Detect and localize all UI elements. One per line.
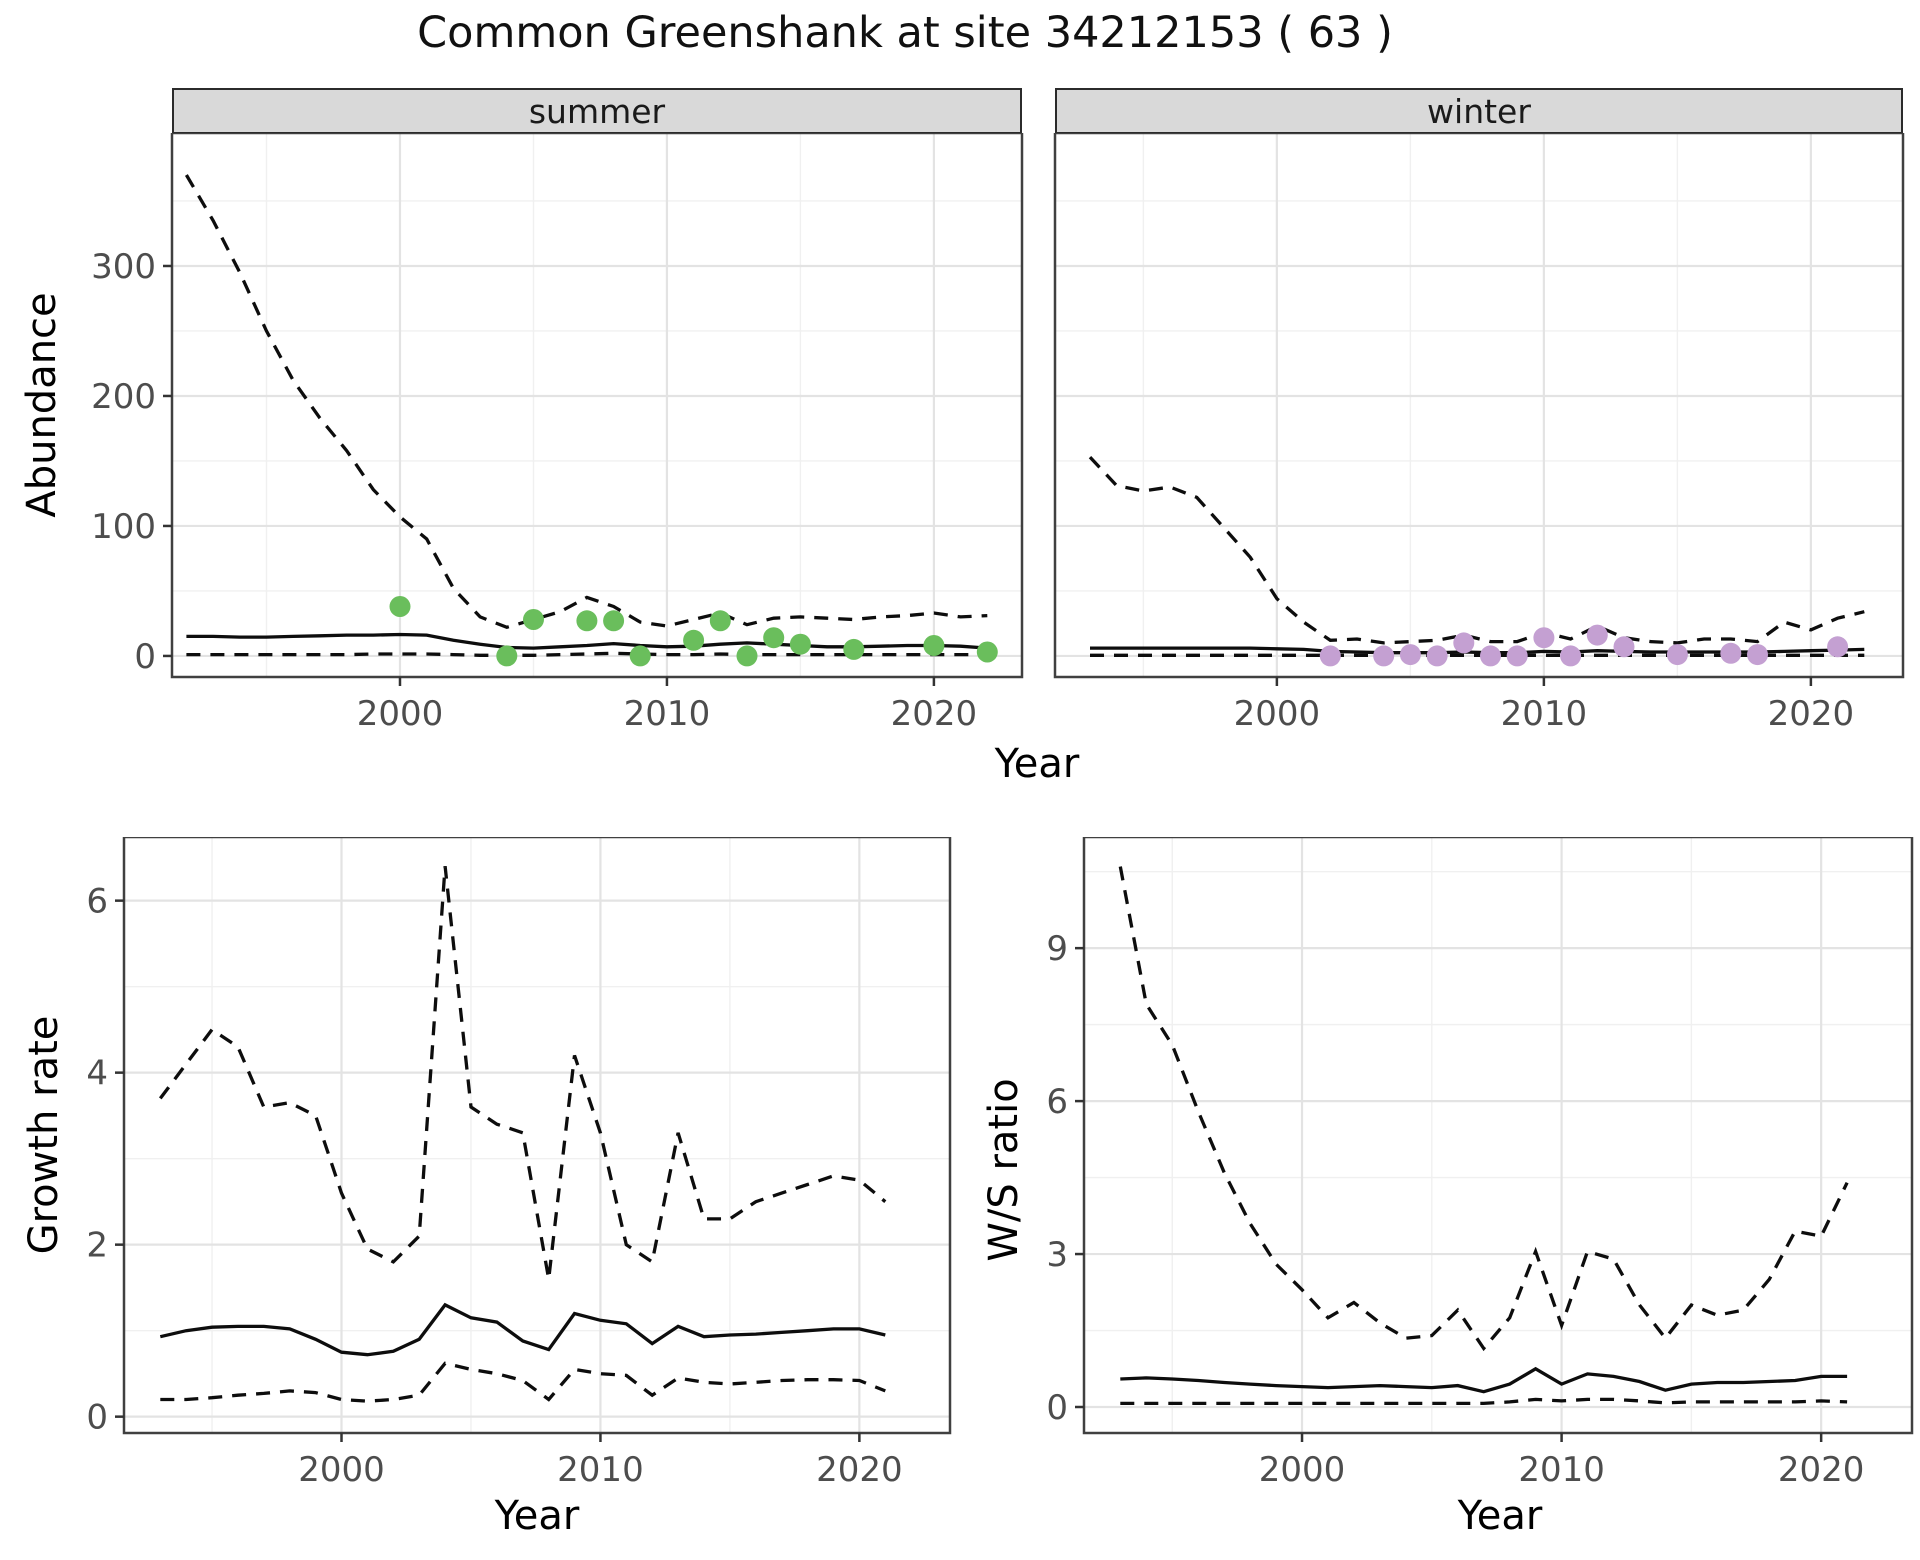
abundance-winter-observation-point: [1426, 645, 1448, 667]
abundance-summer-observation-point: [789, 633, 811, 655]
facet-strip-label-summer: summer: [528, 91, 666, 131]
abundance-winter-observation-point: [1666, 644, 1688, 666]
y-tick-label: 2: [86, 1226, 108, 1266]
abundance-winter-observation-point: [1613, 636, 1635, 658]
abundance-summer-observation-point: [736, 645, 758, 667]
abundance-winter-observation-point: [1827, 636, 1849, 658]
abundance-summer-observation-point: [389, 596, 411, 617]
x-tick-label: 2020: [1768, 694, 1855, 734]
y-tick-label: 4: [86, 1054, 108, 1094]
growth-rate-lower-ci-line: [160, 1361, 886, 1403]
abundance-summer-observation-point: [683, 629, 705, 651]
abundance-winter-observation-point: [1506, 645, 1528, 667]
x-axis-title-year-top: Year: [994, 741, 1080, 787]
ws-ratio-panel: 2000 2010 2020 0 3 6 9: [980, 835, 1920, 1497]
abundance-winter-panel: 2000 2010 2020: [1040, 131, 1920, 743]
y-tick-label: 0: [86, 1398, 108, 1438]
figure-title: Common Greenshank at site 34212153 ( 63 …: [417, 8, 1393, 58]
y-tick-label: 9: [1046, 929, 1068, 969]
growth-rate-upper-ci-line: [158, 866, 887, 1280]
x-tick-label: 2020: [816, 1450, 903, 1490]
y-tick-label: 6: [1046, 1082, 1068, 1122]
abundance-winter-svg: 2000 2010 2020: [1053, 131, 1905, 734]
abundance-summer-observation-point: [709, 610, 731, 632]
y-axis-title-abundance: Abundance: [19, 292, 65, 518]
ws-ratio-svg: 2000 2010 2020 0 3 6 9: [1046, 835, 1914, 1490]
abundance-winter-observation-point: [1720, 642, 1742, 664]
x-tick-label: 2020: [891, 694, 978, 734]
growth-rate-fit-line: [159, 1302, 886, 1357]
abundance-summer-lower-ci-line: [186, 651, 988, 657]
abundance-summer-observation-point: [763, 627, 785, 649]
abundance-winter-observation-point: [1399, 644, 1421, 666]
abundance-winter-observation-point: [1480, 645, 1501, 667]
abundance-winter-observation-point: [1319, 645, 1341, 667]
growth-rate-svg: 2000 2010 2020 0 2 4 6: [86, 835, 952, 1490]
facet-strip-label-winter: winter: [1427, 91, 1531, 131]
facet-strip-summer: summer: [172, 88, 1022, 134]
abundance-winter-upper-ci-line: [1088, 455, 1865, 645]
y-tick-label: 0: [1046, 1388, 1068, 1428]
y-tick-label: 300: [91, 247, 156, 287]
x-tick-label: 2010: [557, 1450, 644, 1490]
ws-ratio-upper-ci-line: [1118, 866, 1849, 1352]
x-tick-label: 2000: [298, 1450, 385, 1490]
abundance-winter-observation-point: [1373, 645, 1395, 667]
growth-rate-panel: 2000 2010 2020 0 2 4 6: [60, 835, 980, 1497]
abundance-summer-observation-point: [603, 610, 625, 632]
y-tick-label: 0: [134, 637, 156, 677]
abundance-summer-panel: 2000 2010 2020 0 100 200 300: [90, 131, 1035, 743]
abundance-winter-observation-point: [1747, 644, 1768, 666]
x-axis-title-year-bottom-right: Year: [1457, 1493, 1543, 1539]
abundance-summer-observation-point: [576, 610, 598, 632]
abundance-winter-observation-point: [1560, 645, 1582, 667]
x-tick-label: 2020: [1778, 1450, 1865, 1490]
ws-ratio-fit-line: [1120, 1366, 1848, 1394]
abundance-winter-observation-point: [1453, 632, 1475, 654]
x-tick-label: 2010: [1518, 1450, 1605, 1490]
x-tick-label: 2010: [624, 694, 711, 734]
y-tick-label: 6: [86, 882, 108, 922]
abundance-summer-observation-point: [523, 609, 544, 630]
abundance-summer-observation-point: [843, 638, 865, 660]
abundance-winter-observation-point: [1586, 624, 1608, 646]
abundance-summer-svg: 2000 2010 2020 0 100 200 300: [91, 131, 1024, 734]
abundance-summer-observation-point: [976, 641, 998, 663]
abundance-summer-observation-point: [629, 645, 651, 667]
y-tick-label: 200: [91, 377, 156, 417]
x-tick-label: 2000: [357, 694, 444, 734]
x-tick-label: 2010: [1501, 694, 1588, 734]
x-tick-label: 2000: [1234, 694, 1321, 734]
y-tick-label: 3: [1046, 1235, 1068, 1275]
abundance-summer-upper-ci-line: [184, 174, 988, 630]
x-tick-label: 2000: [1259, 1450, 1346, 1490]
x-axis-title-year-bottom-left: Year: [494, 1493, 580, 1539]
abundance-summer-observation-point: [923, 635, 945, 656]
ws-ratio-lower-ci-line: [1120, 1397, 1848, 1406]
y-tick-label: 100: [91, 507, 156, 547]
y-axis-title-ws-ratio: W/S ratio: [981, 1078, 1027, 1262]
abundance-winter-observation-point: [1533, 627, 1555, 649]
facet-strip-winter: winter: [1055, 88, 1903, 134]
abundance-summer-observation-point: [496, 645, 518, 667]
y-axis-title-growth-rate: Growth rate: [21, 1015, 67, 1255]
